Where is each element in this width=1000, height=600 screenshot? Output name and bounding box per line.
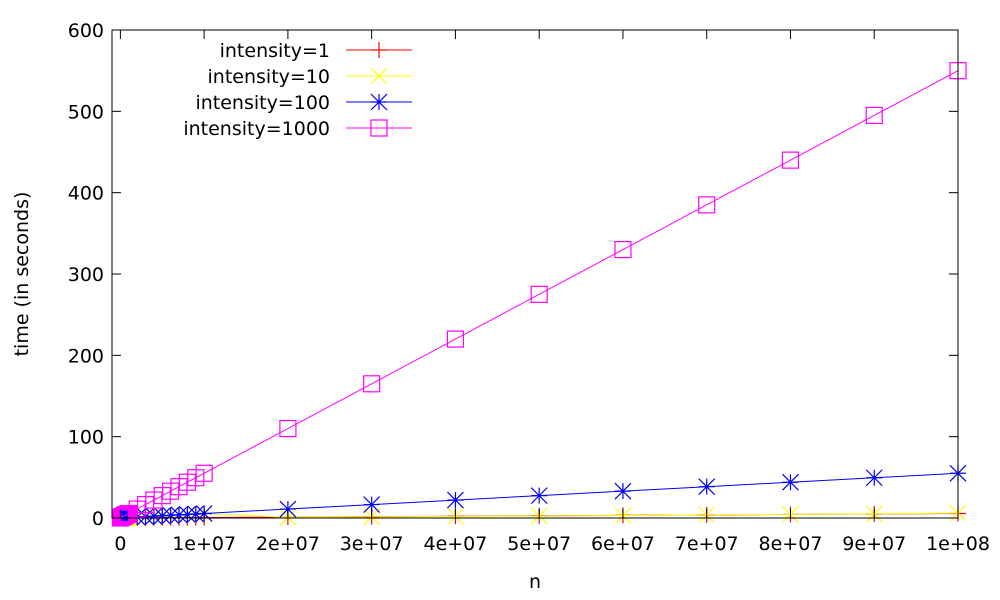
data-point <box>782 473 799 491</box>
data-point <box>530 487 548 505</box>
x-tick-label: 8e+07 <box>759 533 823 555</box>
data-point <box>614 482 632 500</box>
x-axis-ticks: 0 1e+07 2e+07 3e+07 4e+07 5e+07 6e+07 7e+07 8e+0… <box>114 30 990 555</box>
y-tick-label: 0 <box>92 508 104 530</box>
y-tick-label: 400 <box>68 183 104 205</box>
data-point <box>279 419 297 438</box>
legend-label: intensity=100 <box>195 92 330 114</box>
data-point <box>195 464 213 482</box>
x-tick-label: 2e+07 <box>256 533 320 555</box>
x-tick-label: 6e+07 <box>591 533 655 555</box>
x-tick-label: 4e+07 <box>423 533 487 555</box>
legend-marker <box>371 42 387 58</box>
legend-marker <box>370 119 388 137</box>
data-point <box>865 106 883 125</box>
x-tick-label: 9e+07 <box>842 533 906 555</box>
legend-marker <box>370 67 388 85</box>
legend-label: intensity=10 <box>208 66 330 88</box>
y-tick-label: 200 <box>68 345 104 367</box>
data-point <box>153 507 171 525</box>
data-point <box>363 375 381 393</box>
data-point <box>781 151 800 169</box>
x-tick-label: 1e+07 <box>172 533 236 555</box>
y-tick-label: 500 <box>68 101 104 123</box>
x-tick-label: 7e+07 <box>675 533 739 555</box>
legend-marker <box>370 93 388 111</box>
data-point <box>145 507 163 525</box>
data-point <box>187 505 205 523</box>
data-point <box>865 469 883 487</box>
y-axis-title: time (in seconds) <box>11 192 33 357</box>
x-tick-label: 5e+07 <box>507 533 571 555</box>
data-point <box>614 241 632 259</box>
data-point <box>447 491 464 509</box>
x-axis-title: n <box>529 571 541 593</box>
x-tick-label: 3e+07 <box>340 533 404 555</box>
data-point <box>530 285 548 303</box>
data-point <box>363 496 381 514</box>
data-point <box>698 478 716 496</box>
y-tick-label: 300 <box>68 264 104 286</box>
data-point <box>162 506 180 524</box>
x-tick-label: 0 <box>114 533 126 555</box>
data-point <box>170 506 188 524</box>
data-point <box>446 330 465 348</box>
legend: intensity=1 intensity=10 intensity=100 inte… <box>183 40 412 140</box>
y-tick-label: 600 <box>68 20 104 42</box>
y-tick-label: 100 <box>68 427 104 449</box>
data-point <box>178 505 196 523</box>
data-point <box>698 196 716 214</box>
legend-label: intensity=1 <box>220 40 330 62</box>
legend-label: intensity=1000 <box>183 118 330 140</box>
y-axis-ticks: 0 100 200 300 400 500 600 <box>68 20 958 530</box>
x-tick-label: 1e+08 <box>926 533 990 555</box>
